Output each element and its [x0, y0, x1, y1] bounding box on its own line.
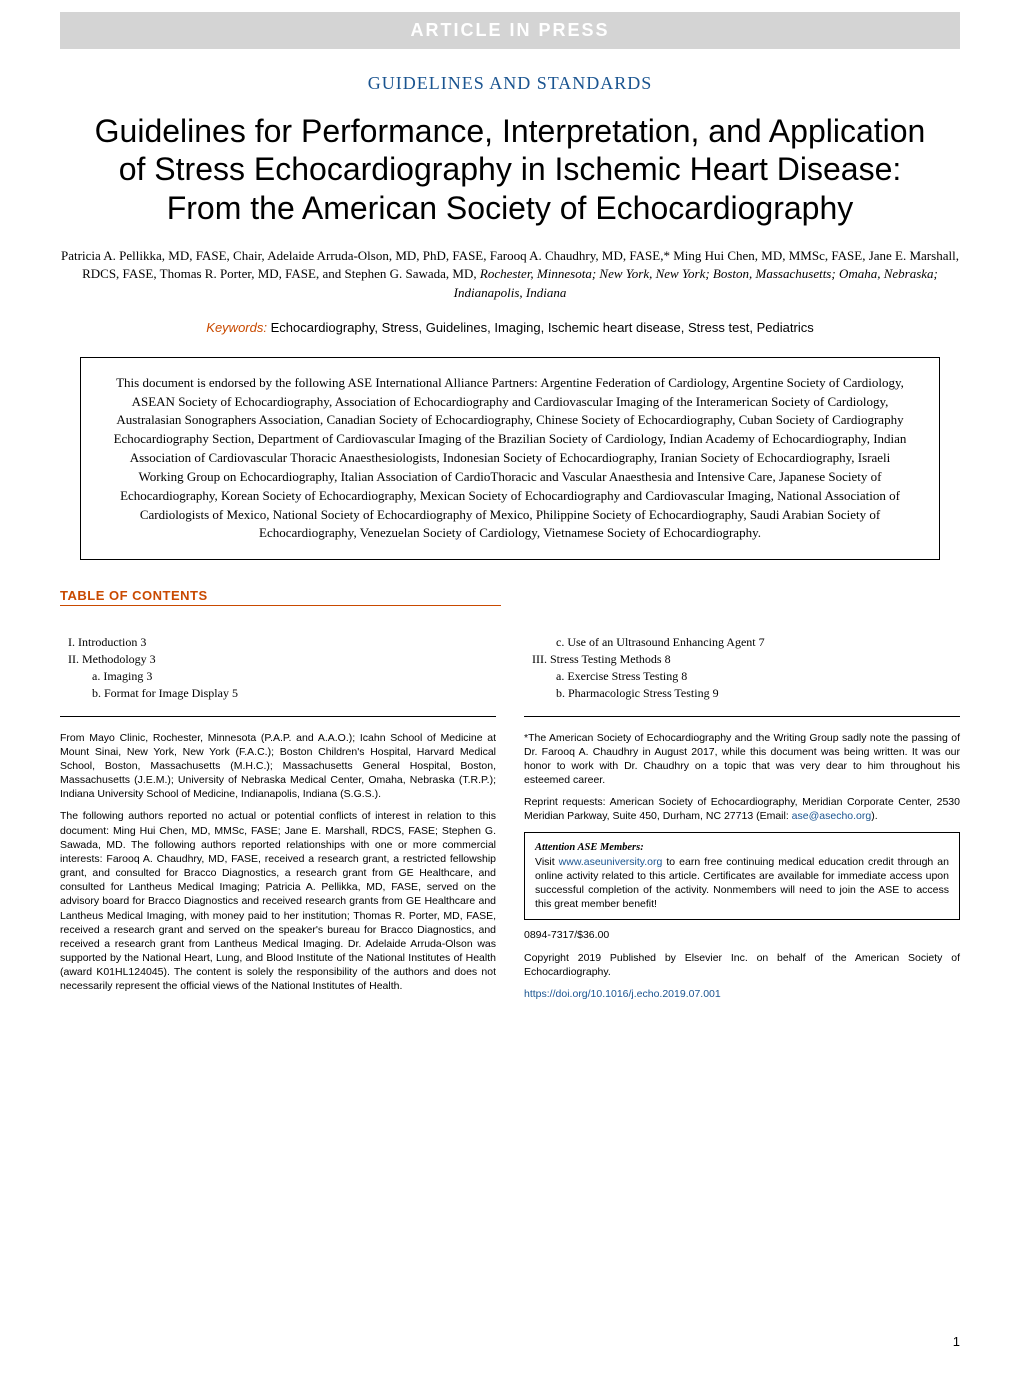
attention-box: Attention ASE Members: Visit www.aseuniv… [524, 832, 960, 921]
reprint-text-a: Reprint requests: American Society of Ec… [524, 796, 960, 822]
toc-heading: TABLE OF CONTENTS [60, 588, 960, 603]
toc-item: c. Use of an Ultrasound Enhancing Agent … [524, 634, 960, 651]
price-line: 0894-7317/$36.00 [524, 928, 960, 942]
toc-item: II. Methodology 3 [60, 651, 496, 668]
affiliations-paragraph: From Mayo Clinic, Rochester, Minnesota (… [60, 731, 496, 802]
aseuniversity-link[interactable]: www.aseuniversity.org [559, 856, 663, 868]
article-title: Guidelines for Performance, Interpretati… [80, 112, 940, 227]
keywords-text: Echocardiography, Stress, Guidelines, Im… [267, 320, 814, 335]
keywords-label: Keywords: [206, 320, 267, 335]
conflicts-paragraph: The following authors reported no actual… [60, 809, 496, 993]
keywords-row: Keywords: Echocardiography, Stress, Guid… [60, 320, 960, 335]
footnote-columns: From Mayo Clinic, Rochester, Minnesota (… [60, 702, 960, 1010]
memorial-note: *The American Society of Echocardiograph… [524, 731, 960, 788]
attention-title: Attention ASE Members: [535, 841, 949, 855]
divider [524, 716, 960, 717]
toc-item: b. Format for Image Display 5 [60, 685, 496, 702]
article-in-press-banner: ARTICLE IN PRESS [60, 12, 960, 49]
page-number: 1 [953, 1334, 960, 1349]
toc-item: a. Imaging 3 [60, 668, 496, 685]
toc-item: III. Stress Testing Methods 8 [524, 651, 960, 668]
toc-rule [60, 605, 501, 606]
toc-item: I. Introduction 3 [60, 634, 496, 651]
endorsement-box: This document is endorsed by the followi… [80, 357, 940, 561]
authors-block: Patricia A. Pellikka, MD, FASE, Chair, A… [60, 247, 960, 302]
reprint-text-b: ). [871, 810, 877, 822]
divider [60, 716, 496, 717]
copyright-line: Copyright 2019 Published by Elsevier Inc… [524, 951, 960, 979]
toc-item: a. Exercise Stress Testing 8 [524, 668, 960, 685]
toc-item: b. Pharmacologic Stress Testing 9 [524, 685, 960, 702]
attention-body-a: Visit [535, 856, 559, 868]
toc-left-col: I. Introduction 3 II. Methodology 3 a. I… [60, 634, 496, 701]
right-footnote-col: *The American Society of Echocardiograph… [524, 702, 960, 1010]
toc-right-col: c. Use of an Ultrasound Enhancing Agent … [524, 634, 960, 701]
toc-columns: I. Introduction 3 II. Methodology 3 a. I… [60, 634, 960, 701]
authors-affiliations: Rochester, Minnesota; New York, New York… [454, 266, 938, 299]
reprint-requests: Reprint requests: American Society of Ec… [524, 795, 960, 823]
left-footnote-col: From Mayo Clinic, Rochester, Minnesota (… [60, 702, 496, 1010]
doi-link[interactable]: https://doi.org/10.1016/j.echo.2019.07.0… [524, 988, 721, 1000]
section-label: GUIDELINES AND STANDARDS [0, 73, 1020, 94]
contact-email-link[interactable]: ase@asecho.org [792, 810, 872, 822]
